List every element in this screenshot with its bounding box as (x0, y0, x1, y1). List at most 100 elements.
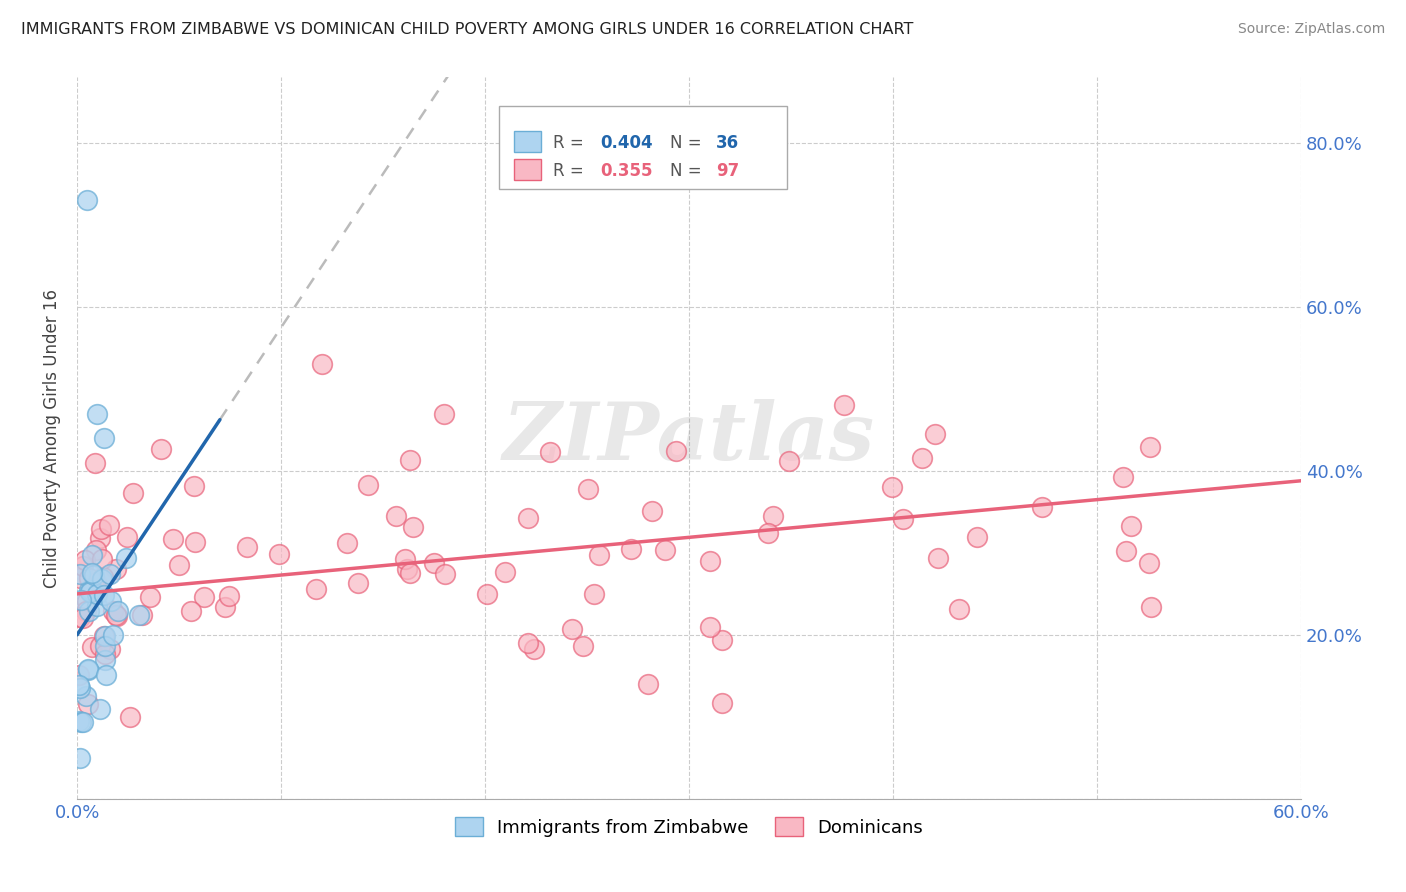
Point (118, 710, 141, 724)
Text: 0.355: 0.355 (600, 162, 652, 180)
Point (357, 478, 380, 492)
Point (762, 508, 785, 523)
Point (924, 426, 946, 441)
Point (80, 548, 103, 562)
Point (103, 628, 125, 642)
Point (311, 357, 333, 371)
Point (80, 583, 103, 598)
Point (538, 445, 561, 459)
Point (399, 453, 422, 467)
Point (83, 568, 105, 582)
Point (105, 608, 128, 623)
Text: 97: 97 (716, 162, 740, 180)
Point (711, 696, 734, 710)
Point (927, 550, 949, 565)
Point (100, 594, 122, 608)
FancyBboxPatch shape (499, 106, 787, 189)
Point (193, 591, 215, 605)
Point (93, 588, 115, 602)
Point (778, 454, 800, 468)
Point (588, 548, 610, 562)
Point (665, 444, 688, 458)
Point (150, 442, 173, 457)
Point (139, 590, 162, 604)
Point (183, 479, 205, 493)
Point (891, 512, 914, 526)
Point (1031, 500, 1053, 514)
Point (699, 620, 721, 634)
Text: N =: N = (669, 134, 706, 152)
Point (91, 552, 114, 566)
Point (395, 562, 418, 576)
Text: N =: N = (669, 162, 706, 180)
Point (654, 542, 676, 557)
Point (572, 639, 595, 653)
Point (84, 542, 107, 557)
Point (77, 604, 100, 618)
Point (576, 482, 599, 496)
Point (180, 603, 202, 617)
Point (162, 532, 184, 546)
Point (104, 562, 127, 576)
Point (93, 629, 115, 643)
Point (84, 575, 107, 590)
Point (69, 751, 91, 765)
Point (67, 678, 90, 692)
Point (94, 647, 117, 661)
Point (103, 604, 125, 618)
Point (699, 554, 721, 568)
Point (517, 511, 540, 525)
Bar (515, 160, 541, 180)
Point (93, 431, 115, 445)
Point (218, 589, 240, 603)
Point (67, 668, 90, 682)
Point (91, 572, 114, 586)
Point (105, 608, 128, 623)
Point (69, 681, 91, 695)
Point (89, 639, 111, 653)
Point (882, 480, 904, 494)
Point (494, 565, 516, 579)
Point (70, 715, 93, 730)
Point (235, 540, 257, 554)
Point (83, 580, 105, 594)
Text: R =: R = (553, 162, 589, 180)
Point (523, 641, 546, 656)
Point (1115, 544, 1137, 558)
Point (583, 587, 606, 601)
Point (305, 582, 328, 596)
Point (710, 633, 733, 648)
Text: R =: R = (553, 134, 589, 152)
Point (80, 640, 103, 655)
Point (82, 584, 104, 599)
Text: ZIPatlas: ZIPatlas (503, 400, 875, 477)
Point (69, 566, 91, 581)
Point (398, 566, 420, 581)
Point (433, 567, 456, 582)
Point (76, 194, 98, 208)
Point (94, 639, 117, 653)
Y-axis label: Child Poverty Among Girls Under 16: Child Poverty Among Girls Under 16 (44, 289, 60, 588)
Point (214, 600, 236, 615)
Point (336, 536, 359, 550)
Point (169, 558, 191, 572)
Point (98, 641, 121, 656)
Point (93, 570, 115, 584)
Point (1139, 440, 1161, 454)
Point (69, 610, 91, 624)
Point (641, 504, 664, 518)
Text: IMMIGRANTS FROM ZIMBABWE VS DOMINICAN CHILD POVERTY AMONG GIRLS UNDER 16 CORRELA: IMMIGRANTS FROM ZIMBABWE VS DOMINICAN CH… (21, 22, 914, 37)
Point (72, 559, 94, 574)
Point (94, 629, 117, 643)
Point (620, 541, 643, 556)
Point (77, 583, 100, 598)
Point (184, 535, 207, 549)
Point (86, 599, 108, 613)
Point (1139, 599, 1161, 614)
Point (115, 530, 138, 544)
Point (89, 531, 111, 545)
Point (98, 517, 121, 532)
Point (402, 520, 425, 534)
Point (107, 604, 129, 618)
Text: 0.404: 0.404 (600, 134, 652, 152)
